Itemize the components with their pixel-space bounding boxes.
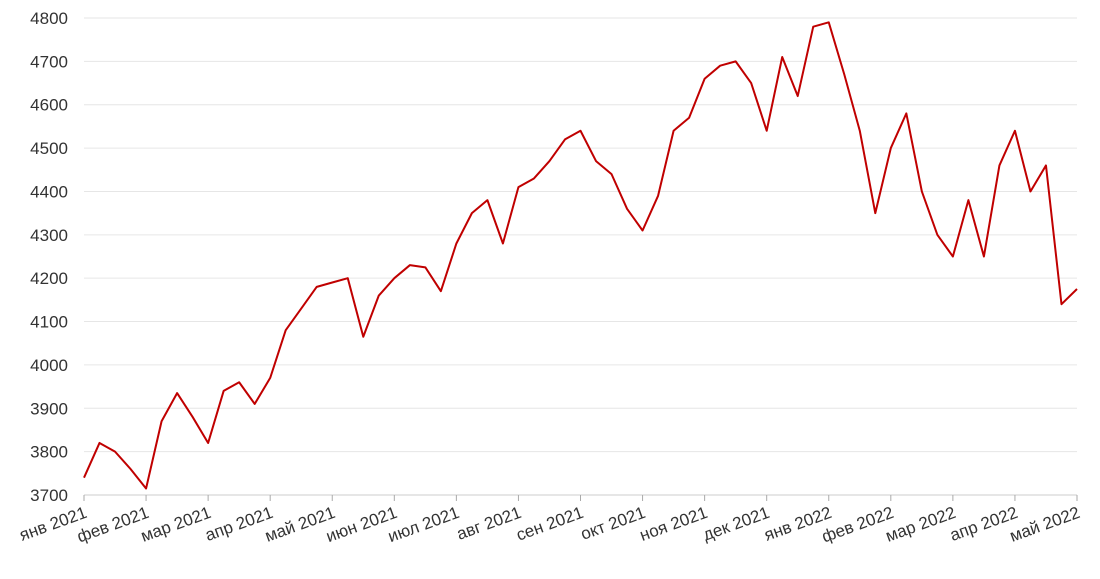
line-series [83,21,1078,490]
x-tick-label: сен 2021 [514,503,586,545]
y-tick-label: 4600 [30,96,68,115]
y-tick-label: 3900 [30,399,68,418]
x-tick-label: дек 2021 [700,503,772,545]
x-tick-label: май 2021 [262,503,337,546]
y-tick-label: 3800 [30,443,68,462]
x-tick-label: авг 2021 [454,503,524,544]
x-tick-label: окт 2021 [578,503,648,544]
y-tick-label: 4200 [30,269,68,288]
x-tick-label: фев 2021 [74,503,151,547]
y-tick-label: 4700 [30,52,68,71]
y-tick-label: 4500 [30,139,68,158]
x-tick-label: фев 2022 [819,503,896,547]
y-tick-label: 4000 [30,356,68,375]
y-tick-label: 3700 [30,486,68,505]
x-tick-label: июн 2021 [323,503,399,546]
x-tick-label: июл 2021 [385,503,461,546]
y-tick-label: 4100 [30,313,68,332]
y-tick-label: 4300 [30,226,68,245]
x-tick-label: апр 2022 [947,503,1020,545]
x-tick-label: ноя 2021 [637,503,710,545]
x-tick-label: май 2022 [1007,503,1082,546]
y-tick-label: 4800 [30,9,68,28]
y-tick-label: 4400 [30,182,68,201]
x-tick-label: мар 2022 [883,503,958,546]
x-tick-label: апр 2021 [203,503,276,545]
x-tick-label: мар 2021 [138,503,213,546]
